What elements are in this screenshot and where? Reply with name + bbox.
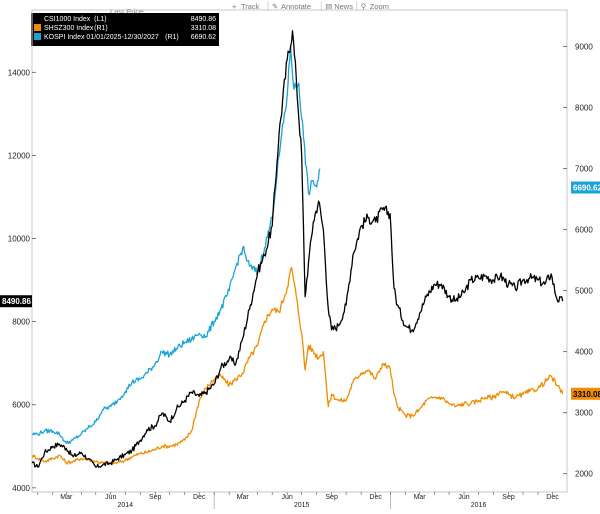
x-axis-month-label: Dec [369, 494, 382, 501]
magnifier-icon: ⚲ [361, 2, 367, 11]
left-axis-tick-label: 10000 [8, 235, 31, 244]
plus-icon: + [232, 2, 237, 11]
kospi-value-badge: 6690.62 [571, 181, 600, 194]
x-axis-month-label: Sep [502, 494, 515, 501]
pencil-icon: ✎ [272, 2, 278, 11]
toolbar: Last Price + Track ✎ Annotate ▤ News ⚲ Zoom [110, 1, 389, 16]
news-button-label: News [334, 2, 353, 11]
plot-border [31, 9, 568, 493]
left-axis-tick-label: 12000 [8, 151, 31, 160]
shsz300-value-badge: 3310.08 [571, 387, 600, 400]
left-axis-tick-label: 8000 [12, 318, 30, 327]
zoom-button[interactable]: ⚲ Zoom [361, 2, 389, 11]
legend-series-name: SHSZ300 Index [44, 25, 94, 32]
right-axis-tick-label: 8000 [575, 104, 593, 113]
annotate-button-label: Annotate [281, 2, 311, 11]
news-icon: ▤ [325, 2, 332, 11]
x-axis-year-label: 2016 [471, 502, 487, 509]
left-axis-tick-label: 4000 [12, 484, 30, 493]
track-button[interactable]: + Track [232, 2, 260, 11]
right-axis-tick-label: 6000 [575, 226, 593, 235]
shsz300-line [31, 266, 564, 466]
legend-swatch [34, 33, 41, 40]
x-axis-month-label: Jun [458, 494, 469, 501]
x-axis-month-label: Dec [546, 494, 559, 501]
right-axis-tick-label: 2000 [575, 470, 593, 479]
legend-axis-tag: (R1) [94, 25, 108, 32]
right-axis-tick-label: 3000 [575, 409, 593, 418]
legend-background [31, 13, 219, 46]
right-axis-tick-label: 7000 [575, 165, 593, 174]
x-axis-month-label: Sep [149, 494, 162, 501]
legend-last-value: 6690.62 [191, 34, 216, 41]
right-axis-tick-label: 9000 [575, 43, 593, 52]
x-axis-month-label: Jun [282, 494, 293, 501]
legend-swatch [34, 24, 41, 31]
csi1000-value-badge: 8490.86 [0, 295, 32, 308]
x-axis-month-label: Dec [193, 494, 206, 501]
csi1000-line [31, 30, 564, 468]
legend-swatch [34, 15, 41, 22]
x-axis-year-label: 2014 [117, 502, 133, 509]
news-button[interactable]: ▤ News [325, 2, 353, 11]
x-axis-month-label: Jun [105, 494, 116, 501]
svg-text:8490.86: 8490.86 [2, 297, 31, 306]
legend-last-value: 3310.08 [191, 25, 216, 32]
legend-last-value: 8490.86 [191, 16, 216, 23]
svg-text:3310.08: 3310.08 [573, 390, 600, 399]
zoom-button-label: Zoom [370, 2, 389, 11]
legend-axis-tag: (R1) [165, 34, 179, 41]
track-button-label: Track [241, 2, 260, 11]
x-axis-month-label: Mar [60, 494, 73, 501]
left-axis-tick-label: 14000 [8, 68, 31, 77]
right-axis-tick-label: 5000 [575, 287, 593, 296]
annotate-button[interactable]: ✎ Annotate [272, 2, 311, 11]
x-axis-year-label: 2015 [294, 502, 310, 509]
svg-text:6690.62: 6690.62 [573, 184, 600, 193]
x-axis-month-label: Mar [237, 494, 250, 501]
legend-series-name: CSI1000 Index [44, 16, 91, 23]
legend-axis-tag: (L1) [94, 16, 106, 23]
x-axis-month-label: Sep [325, 494, 338, 501]
kospi-line [31, 45, 321, 445]
x-axis-month-label: Mar [414, 494, 427, 501]
right-axis-tick-label: 4000 [575, 348, 593, 357]
left-axis-tick-label: 6000 [12, 401, 30, 410]
last-price-label: Last Price [110, 7, 143, 16]
legend-series-name: KOSPI Index 01/01/2025-12/30/2027 [44, 34, 159, 41]
